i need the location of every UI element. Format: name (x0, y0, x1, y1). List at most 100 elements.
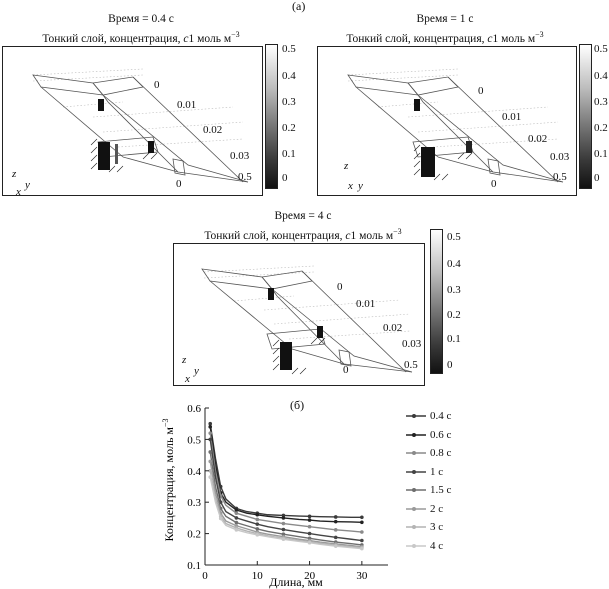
panel-1-geometry (32, 68, 249, 183)
panel-2-colorbar (579, 44, 592, 189)
legend-swatch (406, 525, 426, 529)
panel-3-scale-label: 0.02 (383, 322, 403, 334)
figure-label-b: (б) (290, 398, 305, 412)
panel-2-axis-y: y (358, 180, 363, 192)
data-point (234, 511, 239, 515)
legend-swatch (406, 432, 426, 437)
panel-1-scale-label: 0 (154, 79, 160, 91)
data-point (208, 431, 213, 435)
x-tick-label: 10 (252, 570, 264, 582)
legend-swatch-marker (412, 451, 416, 455)
x-tick-label: 30 (356, 570, 368, 582)
data-point (281, 537, 286, 542)
panel-3-colorbar-tick: 0.2 (447, 309, 461, 321)
data-point (218, 516, 223, 521)
panel-2-header: Время = 1 с Тонкий слой, концентрация, c… (310, 12, 580, 47)
panel-3-colorbar-tick: 0.5 (447, 231, 461, 243)
y-axis-label: Концентрация, моль м−3 (161, 418, 176, 541)
data-point (333, 515, 338, 519)
panel-1-scale-label: 0.01 (177, 99, 197, 111)
panel-2-colorbar-tick: 0.1 (594, 148, 608, 160)
y-tick-label: 0.6 (187, 403, 201, 415)
panel-3-header: Время = 4 с Тонкий слой, концентрация, c… (168, 209, 438, 244)
data-point (208, 475, 213, 479)
panel-3-colorbar-tick: 0.1 (447, 333, 461, 345)
data-point (307, 540, 312, 545)
y-tick-label: 0.2 (187, 529, 201, 541)
panel-1-colorbar (265, 44, 278, 189)
panel-1-scale-label: 0.5 (238, 171, 252, 183)
data-point (281, 532, 286, 537)
data-point (255, 527, 260, 531)
data-point (360, 546, 364, 551)
panel-3-plot: 0 0.01 0.02 0.03 0.5 0 z y x (173, 243, 425, 386)
legend-item: 3 с (406, 519, 466, 535)
concentration-line-chart: 0.1 0.2 0.3 0.4 0.5 0.6 0 10 20 30 Длина, мм Конц… (161, 403, 388, 589)
data-point (208, 459, 213, 464)
legend-label: 4 с (430, 539, 444, 552)
data-point (360, 515, 364, 520)
panel-2-subtitle: Тонкий слой, концентрация, c1 моль м−3 (346, 30, 544, 45)
legend-item: 1.5 с (406, 482, 466, 498)
panel-1-colorbar-tick: 0.1 (282, 148, 296, 160)
series-line (209, 476, 362, 550)
legend-item: 1 с (406, 464, 466, 480)
panel-2-scale-label: 0.02 (528, 133, 548, 145)
legend-swatch (406, 414, 426, 418)
legend-swatch-marker (412, 469, 416, 474)
data-point (360, 520, 364, 525)
legend-swatch-marker (412, 543, 416, 548)
data-point (307, 531, 312, 536)
x-axis-label: Длина, мм (269, 575, 323, 589)
panel-2-scale-label: 0 (478, 85, 484, 97)
data-point (307, 524, 312, 529)
series-line (209, 426, 362, 523)
panel-2-scale-label: 0 (491, 178, 497, 190)
series-line (209, 461, 362, 548)
panel-2-scale-label: 0.5 (553, 171, 567, 183)
panel-1-axis-x: x (16, 186, 21, 196)
data-point (281, 521, 286, 526)
legend-label: 1 с (430, 465, 444, 478)
data-point (208, 469, 213, 473)
panel-1-colorbar-tick: 0.3 (282, 96, 296, 108)
panel-3-colorbar (430, 229, 443, 374)
legend-swatch-marker (412, 525, 416, 529)
panel-3-scale-label: 0 (343, 364, 349, 376)
panel-1-scale-label: 0.03 (230, 150, 250, 162)
panel-2-scale-label: 0.01 (502, 111, 522, 123)
panel-3-scale-label: 0.03 (402, 338, 422, 350)
panel-1-subtitle: Тонкий слой, концентрация, c1 моль м−3 (42, 30, 240, 45)
legend-swatch (406, 506, 426, 511)
panel-1-header: Время = 0.4 с Тонкий слой, концентрация,… (6, 12, 276, 47)
panel-3-axis-y: y (194, 365, 199, 377)
data-point (333, 528, 338, 532)
legend-item: 0.8 с (406, 445, 466, 461)
figure-label-a: (а) (292, 0, 306, 13)
series-line (209, 451, 362, 546)
data-point (208, 437, 213, 442)
panel-2-colorbar-tick: 0.4 (594, 70, 608, 82)
legend-swatch-marker (412, 506, 416, 511)
data-point (234, 516, 239, 520)
panel-3-colorbar-tick: 0 (447, 359, 453, 371)
panel-2-colorbar-tick: 0.3 (594, 96, 608, 108)
data-point (281, 513, 286, 518)
series-line (209, 423, 362, 518)
panel-2-geometry (347, 68, 564, 183)
legend-label: 0.6 с (430, 428, 452, 441)
panel-2-plot: 0 0.01 0.02 0.03 0.5 0 z x y (317, 46, 577, 196)
panel-3-colorbar-tick: 0.4 (447, 258, 461, 270)
data-point (281, 527, 286, 532)
panel-1-plot: 0 0.01 0.02 0.03 0.5 0 z y x (2, 46, 263, 196)
panel-3-geometry (201, 265, 413, 375)
y-tick-label: 0.3 (187, 497, 201, 509)
panel-2-axis-z: z (344, 160, 349, 172)
panel-1-scale-label: 0 (176, 178, 182, 190)
panel-1-axis-y: y (25, 179, 30, 191)
data-point (234, 508, 239, 512)
data-point (208, 425, 213, 429)
data-point (333, 535, 338, 540)
panel-1-colorbar-tick: 0.2 (282, 122, 296, 134)
panel-1-colorbar-tick: 0.4 (282, 70, 296, 82)
